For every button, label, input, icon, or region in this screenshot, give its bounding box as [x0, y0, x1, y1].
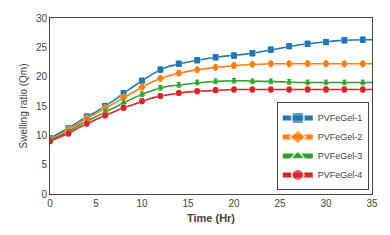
svg-text:Swelling ratio (Qm): Swelling ratio (Qm) [18, 63, 29, 148]
svg-text:PVFeGel-1: PVFeGel-1 [318, 113, 363, 123]
svg-text:20: 20 [36, 71, 48, 82]
svg-text:5: 5 [93, 198, 99, 209]
svg-text:10: 10 [136, 198, 148, 209]
svg-text:10: 10 [36, 130, 48, 141]
svg-text:PVFeGel-3: PVFeGel-3 [318, 151, 363, 161]
svg-text:Time (Hr): Time (Hr) [187, 212, 235, 224]
svg-text:15: 15 [36, 101, 48, 112]
svg-text:5: 5 [41, 159, 47, 170]
svg-text:20: 20 [228, 198, 240, 209]
svg-text:0: 0 [41, 189, 47, 200]
svg-text:25: 25 [36, 42, 48, 53]
svg-text:PVFeGel-4: PVFeGel-4 [318, 170, 363, 180]
svg-text:30: 30 [320, 198, 332, 209]
svg-text:30: 30 [36, 13, 48, 24]
svg-text:35: 35 [366, 198, 378, 209]
svg-text:25: 25 [274, 198, 286, 209]
svg-text:0: 0 [47, 198, 53, 209]
svg-text:15: 15 [182, 198, 194, 209]
svg-text:PVFeGel-2: PVFeGel-2 [318, 132, 363, 142]
